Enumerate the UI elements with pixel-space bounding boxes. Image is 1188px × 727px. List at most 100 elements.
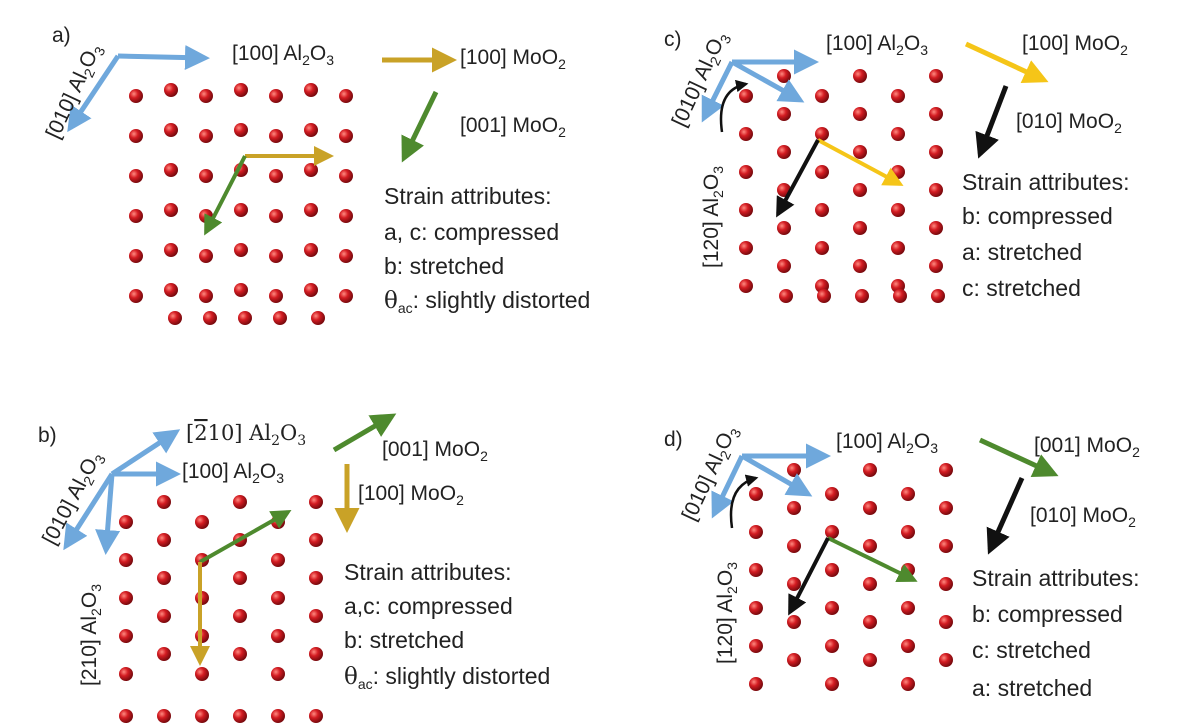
al2o3-diagonal-arrow	[740, 453, 813, 497]
atom	[238, 311, 252, 325]
atom	[157, 495, 171, 509]
atom-lattice	[129, 83, 353, 325]
atom	[777, 145, 791, 159]
atom	[787, 501, 801, 515]
atom	[304, 283, 318, 297]
panel-letter: b)	[38, 424, 57, 447]
atom	[199, 249, 213, 263]
strain-line-3: c: stretched	[962, 275, 1081, 301]
atom	[901, 601, 915, 615]
atom	[311, 311, 325, 325]
atom	[271, 591, 285, 605]
atom	[164, 163, 178, 177]
atom	[939, 615, 953, 629]
atom	[309, 495, 323, 509]
atom	[739, 279, 753, 293]
atom	[929, 183, 943, 197]
atom	[199, 169, 213, 183]
atom	[939, 501, 953, 515]
atom	[929, 145, 943, 159]
panel-d: d) [010] Al2O3 [100] Al2O3 [120] Al2O3 […	[664, 422, 1140, 701]
atom	[939, 577, 953, 591]
atom	[233, 647, 247, 661]
atom	[129, 89, 143, 103]
al2o3-010-label: [010] Al2O3	[42, 40, 109, 144]
al2o3-100-label: [100] Al2O3	[836, 430, 938, 456]
atom	[119, 629, 133, 643]
strain-line-2: c: stretched	[972, 637, 1091, 663]
atom	[304, 243, 318, 257]
atom	[863, 577, 877, 591]
al2o3-010-arrow	[701, 60, 735, 123]
atom	[119, 709, 133, 723]
atom	[339, 129, 353, 143]
atom	[939, 539, 953, 553]
atom	[269, 209, 283, 223]
al2o3-m210-arrow	[110, 429, 181, 477]
atom	[825, 639, 839, 653]
atom	[853, 107, 867, 121]
atom	[749, 677, 763, 691]
atom	[853, 221, 867, 235]
al2o3-120-label: [120] Al2O3	[714, 562, 740, 664]
atom	[749, 563, 763, 577]
atom	[787, 577, 801, 591]
al2o3-100-label: [100] Al2O3	[182, 460, 284, 486]
atom	[825, 563, 839, 577]
atom	[304, 203, 318, 217]
atom	[739, 89, 753, 103]
atom	[777, 107, 791, 121]
moo2-010-label: [010] MoO2	[1016, 110, 1122, 136]
atom	[157, 709, 171, 723]
atom	[825, 601, 839, 615]
atom	[853, 259, 867, 273]
strain-line-2: b: stretched	[344, 627, 464, 653]
panel-b: b) [010] Al2O3 [210] Al2O3 [100] Al2O3 […	[38, 413, 550, 723]
atom	[339, 89, 353, 103]
atom	[891, 203, 905, 217]
atom	[853, 183, 867, 197]
atom	[893, 289, 907, 303]
atom	[129, 169, 143, 183]
atom	[157, 571, 171, 585]
atom	[269, 89, 283, 103]
atom	[929, 259, 943, 273]
moo2-100-label: [100] MoO2	[358, 482, 464, 508]
strain-line-1: b: compressed	[972, 601, 1123, 627]
atom	[929, 107, 943, 121]
atom	[777, 69, 791, 83]
atom	[739, 127, 753, 141]
panel-a: a) [010] Al2O3 [100] Al2O3 [100] MoO2 [0…	[42, 24, 590, 325]
unit-cell-a-vector	[817, 138, 904, 186]
atom	[339, 209, 353, 223]
atom	[339, 289, 353, 303]
atom	[304, 83, 318, 97]
atom	[234, 243, 248, 257]
atom	[119, 553, 133, 567]
moo2-001-label: [001] MoO2	[460, 114, 566, 140]
moo2-001-arrow	[332, 413, 397, 453]
atom	[901, 639, 915, 653]
atom	[271, 709, 285, 723]
atom	[815, 203, 829, 217]
unit-cell-c-vector	[827, 536, 918, 582]
atom	[891, 241, 905, 255]
unit-cell-c-vector	[204, 155, 247, 236]
atom	[339, 249, 353, 263]
atom	[119, 591, 133, 605]
atom	[233, 571, 247, 585]
atom	[199, 89, 213, 103]
unit-cell-c-vector	[199, 510, 292, 564]
al2o3-210-arrow	[95, 473, 121, 555]
strain-line-2: a: stretched	[962, 239, 1082, 265]
al2o3-120-label: [120] Al2O3	[700, 166, 726, 268]
atom	[787, 653, 801, 667]
atom	[777, 259, 791, 273]
rotation-arc	[729, 474, 759, 529]
atom	[269, 249, 283, 263]
atom	[195, 667, 209, 681]
atom	[855, 289, 869, 303]
atom	[939, 653, 953, 667]
atom	[929, 69, 943, 83]
atom	[817, 289, 831, 303]
